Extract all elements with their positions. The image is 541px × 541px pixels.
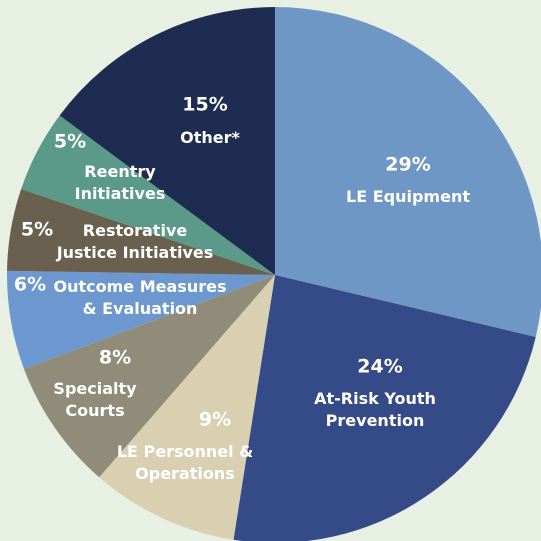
category-label-box: At-Risk Youth Prevention [314,389,436,430]
pie-slice [99,275,275,540]
category-label: Specialty Courts [53,379,137,420]
value-label: 29% [385,154,430,176]
category-label: Reentry Initiatives [74,162,166,203]
pie-slice [21,115,275,276]
pie-slice [233,275,536,541]
category-label-box: LE Personnel & Operations [116,442,254,483]
category-label-box: Restorative Justice Initiatives [56,221,214,262]
category-label: Other* [180,128,240,147]
category-label: LE Equipment [346,187,470,206]
pie-slice [6,270,275,369]
pie-slice [59,7,276,275]
value-label: 6% [14,274,46,296]
category-label-box: Other* [180,128,240,147]
value-label: 8% [99,347,131,369]
category-label-box: Reentry Initiatives [74,162,166,203]
category-label-box: LE Equipment [346,187,470,206]
value-label: 24% [357,356,402,378]
category-label-box: Specialty Courts [53,379,137,420]
category-label: Outcome Measures & Evaluation [53,277,227,318]
category-label-box: Outcome Measures & Evaluation [53,277,227,318]
value-label: 15% [182,94,227,116]
category-label: At-Risk Youth Prevention [314,389,436,430]
value-label: 5% [54,131,86,153]
pie-slice [7,189,276,275]
pie-slice [275,7,541,337]
value-label: 9% [199,409,231,431]
category-label: LE Personnel & Operations [116,442,254,483]
pie-slice [23,275,275,478]
category-label: Restorative Justice Initiatives [56,221,214,262]
value-label: 5% [21,219,53,241]
